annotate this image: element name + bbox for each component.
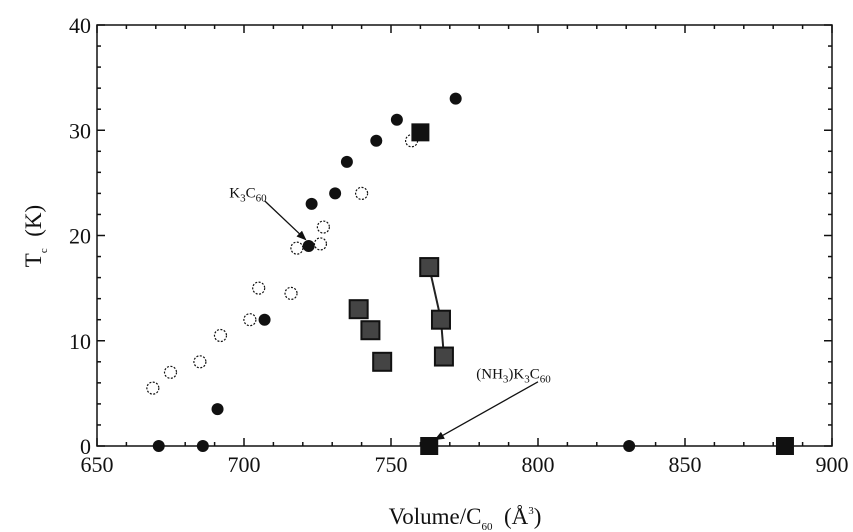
x-tick-label: 700 [228, 452, 261, 477]
y-tick-label: 20 [69, 224, 91, 249]
filled-square-point [411, 123, 430, 142]
filled-circle-point [196, 440, 209, 452]
filled-circle-point [390, 113, 403, 126]
shaded-square-point [419, 257, 440, 278]
filled-circle-point [305, 197, 318, 210]
open-circle-point [252, 281, 266, 295]
filled-circle-point [152, 440, 165, 452]
y-axis-title: Tc (K) [21, 205, 50, 267]
open-circle-point [313, 237, 328, 251]
y-axis-ticks [97, 24, 832, 447]
y-tick-label: 30 [69, 118, 91, 143]
open-circle-point [284, 286, 298, 300]
shaded-square-point [360, 320, 381, 341]
filled-circle-point [329, 187, 342, 200]
shaded-square-point [372, 351, 393, 372]
filled-circle-point [340, 155, 353, 168]
shaded-square-point [430, 309, 451, 330]
annotation-label-nh3k3c60: (NH3)K3C60 [476, 367, 551, 386]
x-tick-label: 850 [669, 452, 702, 477]
x-tick-label: 900 [816, 452, 849, 477]
filled-circle-point [258, 313, 271, 326]
x-axis-tick-labels: 650 700 750 800 850 900 [81, 452, 849, 477]
filled-square-point [420, 437, 439, 455]
open-circle-point [146, 381, 160, 395]
open-circle-point [355, 186, 369, 200]
open-circle-point [213, 328, 228, 343]
filled-circle-point [370, 134, 383, 147]
y-axis-tick-labels: 0 10 20 30 40 [69, 13, 91, 459]
x-tick-label: 750 [375, 452, 408, 477]
annotation-label-k3c60: K3C60 [229, 186, 267, 205]
filled-circle-point [449, 92, 462, 105]
annotation-arrow-nh3k3c60 [434, 381, 539, 441]
filled-circle-point [623, 440, 636, 452]
annotation-arrow-k3c60 [264, 200, 307, 241]
filled-square-point [775, 437, 794, 455]
open-circle-point [193, 355, 207, 369]
y-tick-label: 40 [69, 13, 91, 38]
x-tick-label: 650 [81, 452, 114, 477]
open-circle-point [163, 365, 178, 379]
y-tick-label: 10 [69, 329, 91, 354]
open-circle-point [290, 241, 304, 255]
shaded-square-point [348, 299, 369, 320]
plot-frame [96, 24, 833, 447]
filled-circle-point [302, 240, 315, 253]
x-axis-ticks [96, 25, 833, 446]
x-axis-title: Volume/C60 (Å3) [389, 504, 542, 532]
data-points [146, 92, 794, 455]
annotations: K3C60 (NH3)K3C60 [229, 186, 551, 441]
x-tick-label: 800 [522, 452, 555, 477]
open-circle-point [243, 313, 257, 327]
shaded-square-point [433, 346, 454, 367]
y-tick-label: 0 [80, 434, 91, 459]
open-circle-point [316, 220, 330, 234]
filled-circle-point [211, 403, 224, 416]
